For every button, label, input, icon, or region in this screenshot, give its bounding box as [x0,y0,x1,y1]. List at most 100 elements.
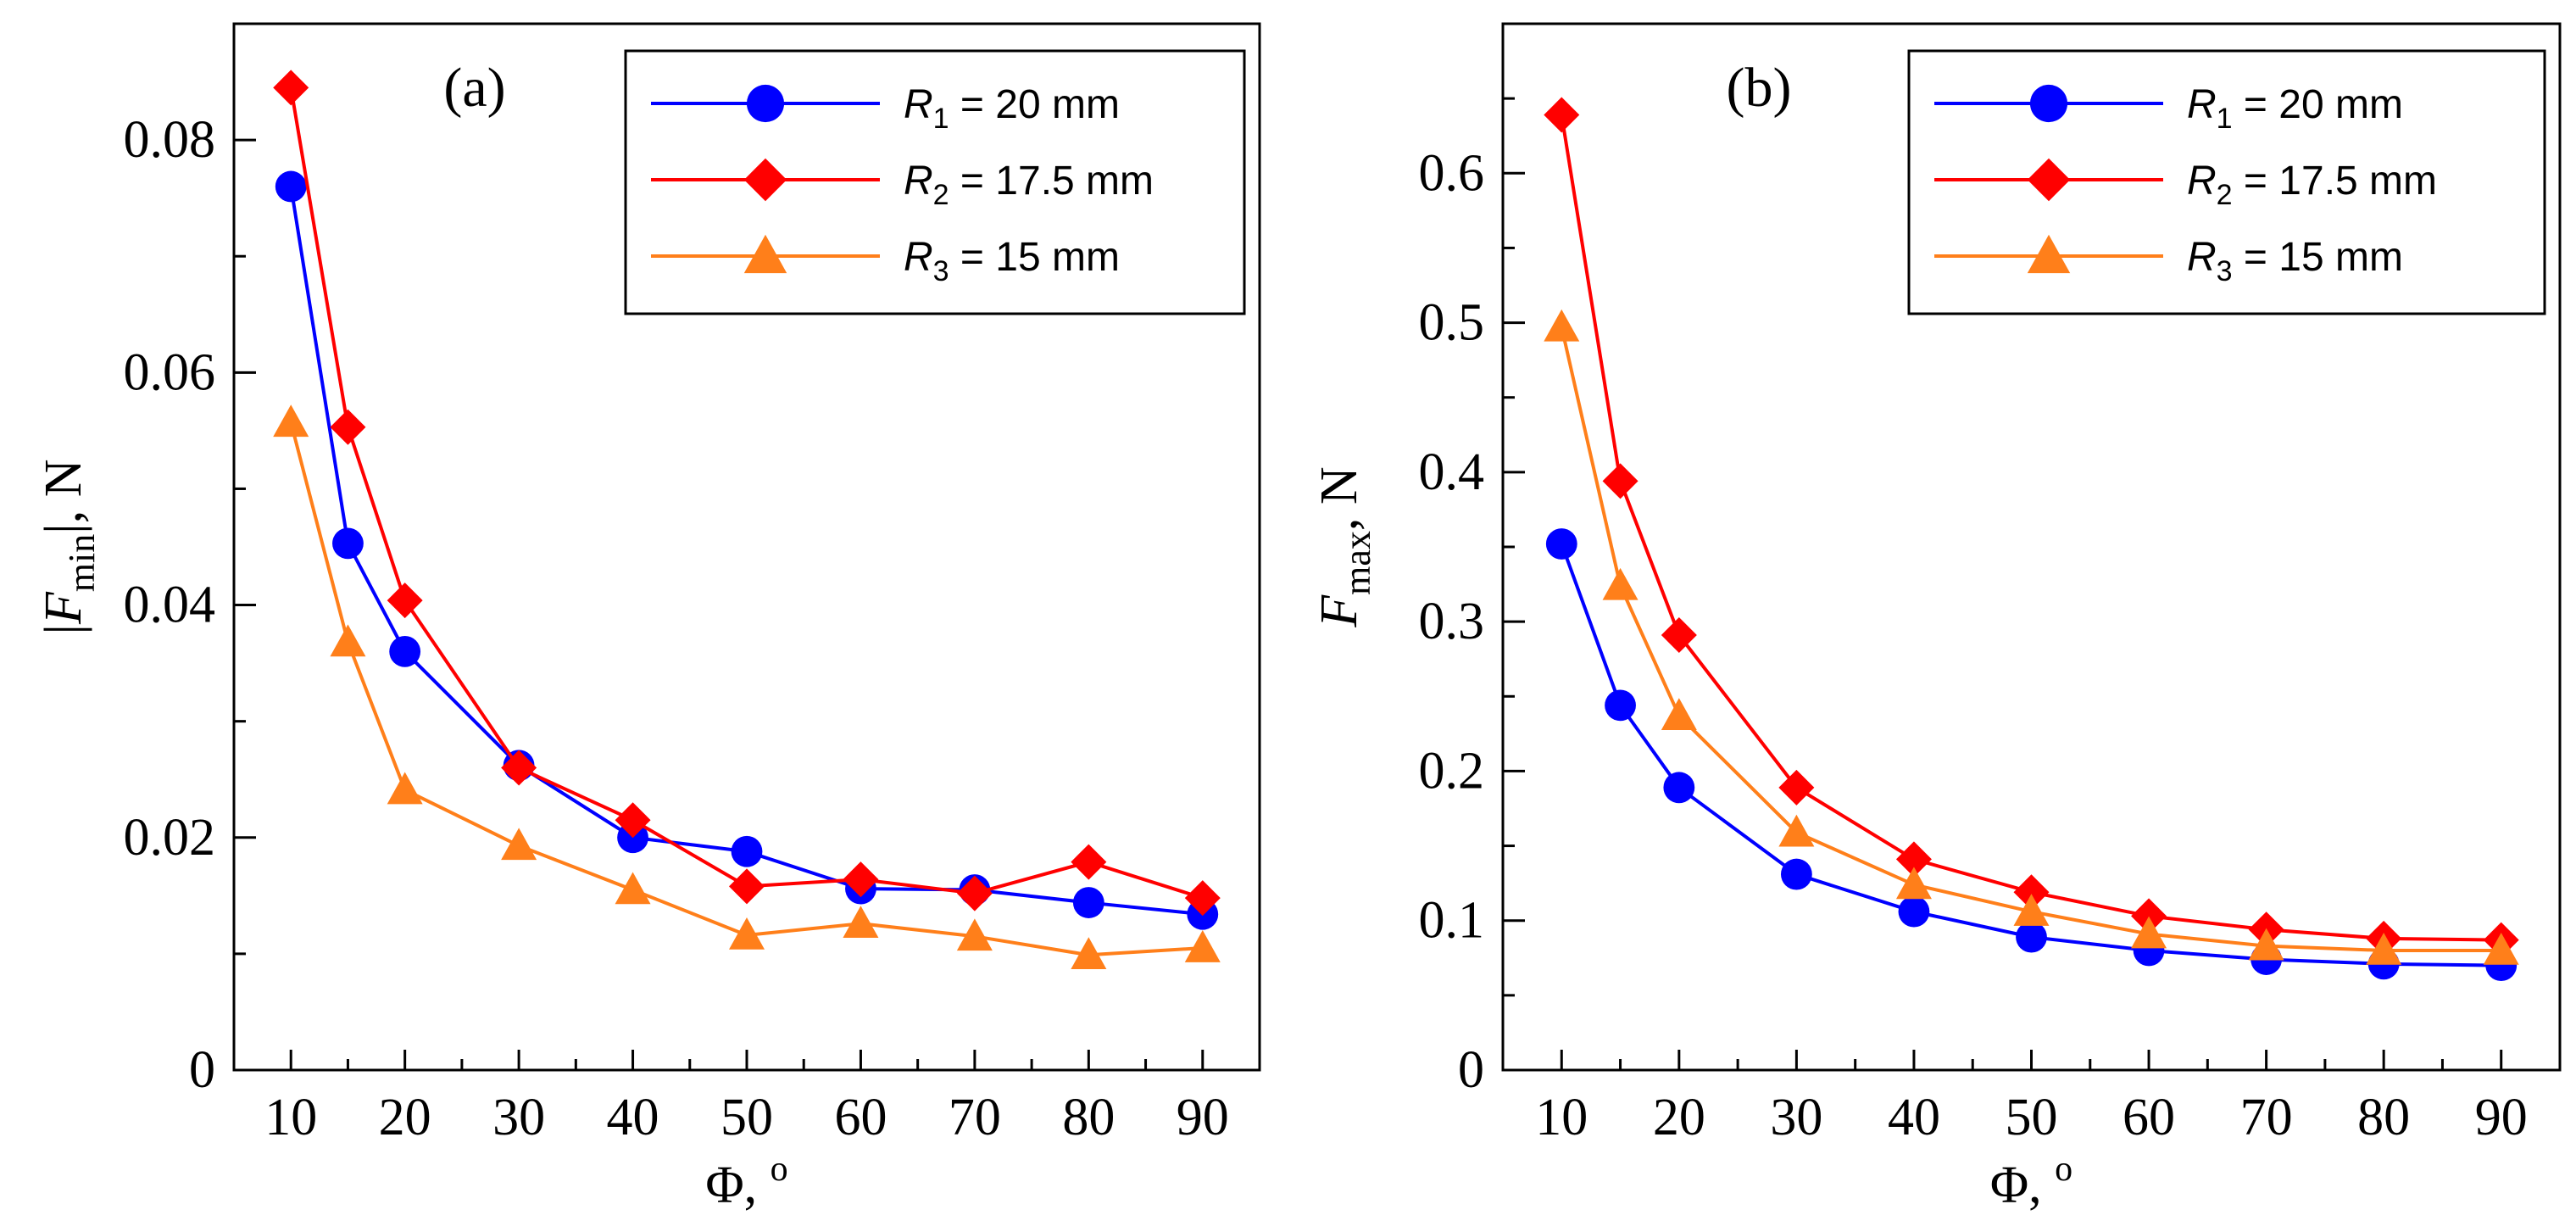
panel-b-series-3-point [1661,698,1697,731]
panel-a-series-1-line [289,186,1203,917]
panel-b-ytick-label: 0.3 [1419,593,1485,650]
panel-a-series-1-point [389,636,421,667]
panel-b-series-3-point [2013,894,2050,926]
panel-a-series-2-point [729,868,765,905]
panel-b-legend-marker-2 [2027,158,2071,202]
panel-b-xtick-label: 60 [2123,1089,2175,1146]
panel-b-series-2-point [1661,617,1697,654]
panel-b-series-3-point [2366,932,2402,965]
panel-b-series-1-point [1898,895,1930,928]
panel-b-ytick-label: 0.4 [1419,443,1485,501]
panel-b-ytick-label: 0 [1458,1041,1484,1099]
panel-b-series-2-point [1895,841,1932,878]
panel-b-series-3 [1544,309,2519,965]
panel-a-chart: 0 0.02 0.04 0.06 0.08 10 20 30 40 50 60 70 80 90 Φ, o |… [35,22,1261,1214]
panel-b-series-2-point [1778,769,1815,806]
panel-a-legend-marker-1 [746,84,785,123]
panel-a-xtick-label: 70 [949,1089,1001,1146]
panel-b-series-1-line [1560,543,2501,967]
panel-a-xtick-label: 40 [607,1089,659,1146]
panel-a-series-3-point [387,772,423,805]
panel-b-legend-box [1907,49,2546,315]
panel-a-series-2-point [615,802,651,839]
panel-b-series-2-point [2013,874,2050,911]
panel-b-ytick-label: 0.2 [1419,742,1485,800]
panel-a-legend-label-1: R1 = 20 mm [904,82,1120,135]
panel-a-series-1-point [275,170,307,203]
panel-b-xlabel: Φ, o [1990,1150,2072,1214]
panel-a-series-1-point [332,527,364,560]
panel-a-legend: R1 = 20 mm R2 = 17.5 mm R3 = 15 mm [624,49,1246,315]
panel-a-series-2-point [387,583,423,619]
panel-a-series-2-point [330,409,366,445]
panel-a-series-3-point [501,828,537,861]
panel-a-xtick-label: 50 [721,1089,773,1146]
panel-a-label: (a) [443,57,505,119]
panel-b-ytick-label: 0.5 [1419,294,1485,352]
panel-a-xtick-label: 90 [1177,1089,1229,1146]
panel-a-series-3-point [330,624,366,657]
panel-b-label: (b) [1727,57,1792,119]
panel-b-series-3-point [2248,928,2284,961]
panel-b-legend-marker-3 [2027,234,2071,274]
panel-a-ytick-label: 0.08 [124,111,216,169]
panel-a-xtick-label: 80 [1062,1089,1115,1146]
panel-b-series-2-point [1602,463,1639,499]
panel-a-ytick-label: 0.02 [124,809,216,867]
panel-b-legend-label-1: R1 = 20 mm [2187,82,2403,135]
panel-a-legend-box [624,49,1246,315]
panel-b-xtick-label: 30 [1770,1089,1822,1146]
panel-b-chart: 0 0.1 0.2 0.3 0.4 0.5 0.6 10 20 30 40 50 60 70 80 90 Φ, … [1310,22,2562,1214]
panel-a-series-2-point [956,875,993,911]
panel-a-xtick-label: 30 [492,1089,545,1146]
panel-a-series-3-point [1184,930,1221,962]
panel-b-xtick-label: 10 [1535,1089,1588,1146]
panel-b-series-3-point [1778,814,1815,847]
panel-b-series-1-point [1605,689,1636,722]
panel-b-series-3-point [2483,932,2519,965]
panel-a-ytick-label: 0.06 [124,343,216,401]
panel-a-series-3-point [956,918,993,951]
panel-b-xtick-label: 20 [1653,1089,1705,1146]
panel-a-series-1-point [731,835,763,867]
panel-b-series-3-point [1602,567,1639,600]
panel-a-series-3 [273,404,1221,970]
panel-b-series-2-point [2131,898,2167,934]
panel-a-series-2-point [273,70,309,106]
panel-b-series-1-point [1545,528,1577,560]
panel-a-ylabel: |Fmin|, N [35,460,103,635]
panel-b-series-1-point [1780,858,1812,890]
panel-a-series-2-point [1184,880,1221,917]
panel-b-series-3-line [1560,326,2501,952]
panel-b-legend-label-2: R2 = 17.5 mm [2187,159,2437,211]
panel-a-series-3-line [289,421,1203,957]
panel-b-xtick-label: 80 [2357,1089,2410,1146]
panel-b-series-3-point [1544,309,1580,342]
panel-b-legend-marker-1 [2029,84,2068,123]
panel-b-series-3-point [1895,867,1932,900]
panel-b-legend: R1 = 20 mm R2 = 17.5 mm R3 = 15 mm [1907,49,2546,315]
panel-a-series-2-line [289,87,1204,900]
panel-a-series-2-point [1071,844,1107,880]
panel-a-xtick-label: 20 [379,1089,431,1146]
panel-b-series-2-line [1560,114,2501,942]
panel-a-legend-marker-3 [743,234,787,274]
panel-a-legend-label-3: R3 = 15 mm [904,235,1120,287]
panel-a-xtick-label: 10 [264,1089,317,1146]
panel-a-series-3-point [843,906,879,939]
panel-a-series-3-point [1071,937,1107,970]
panel-b-xtick-label: 90 [2475,1089,2528,1146]
panel-a-series-2-point [843,861,879,898]
panel-b-series-1-point [1663,772,1695,804]
panel-a-legend-marker-2 [743,158,787,202]
panel-b-xtick-label: 50 [2006,1089,2058,1146]
panel-b-series-2-point [1544,97,1580,133]
panel-b-xtick-label: 40 [1888,1089,1940,1146]
panel-a-legend-label-2: R2 = 17.5 mm [904,159,1154,211]
panel-a-series-2 [273,70,1221,917]
panel-b-ylabel: Fmax, N [1310,466,1378,627]
panel-a-series-1-point [1072,887,1104,918]
panel-b-legend-label-3: R3 = 15 mm [2187,235,2403,287]
panel-b-ytick-label: 0.1 [1419,892,1485,950]
panel-a-series-3-point [615,872,651,905]
